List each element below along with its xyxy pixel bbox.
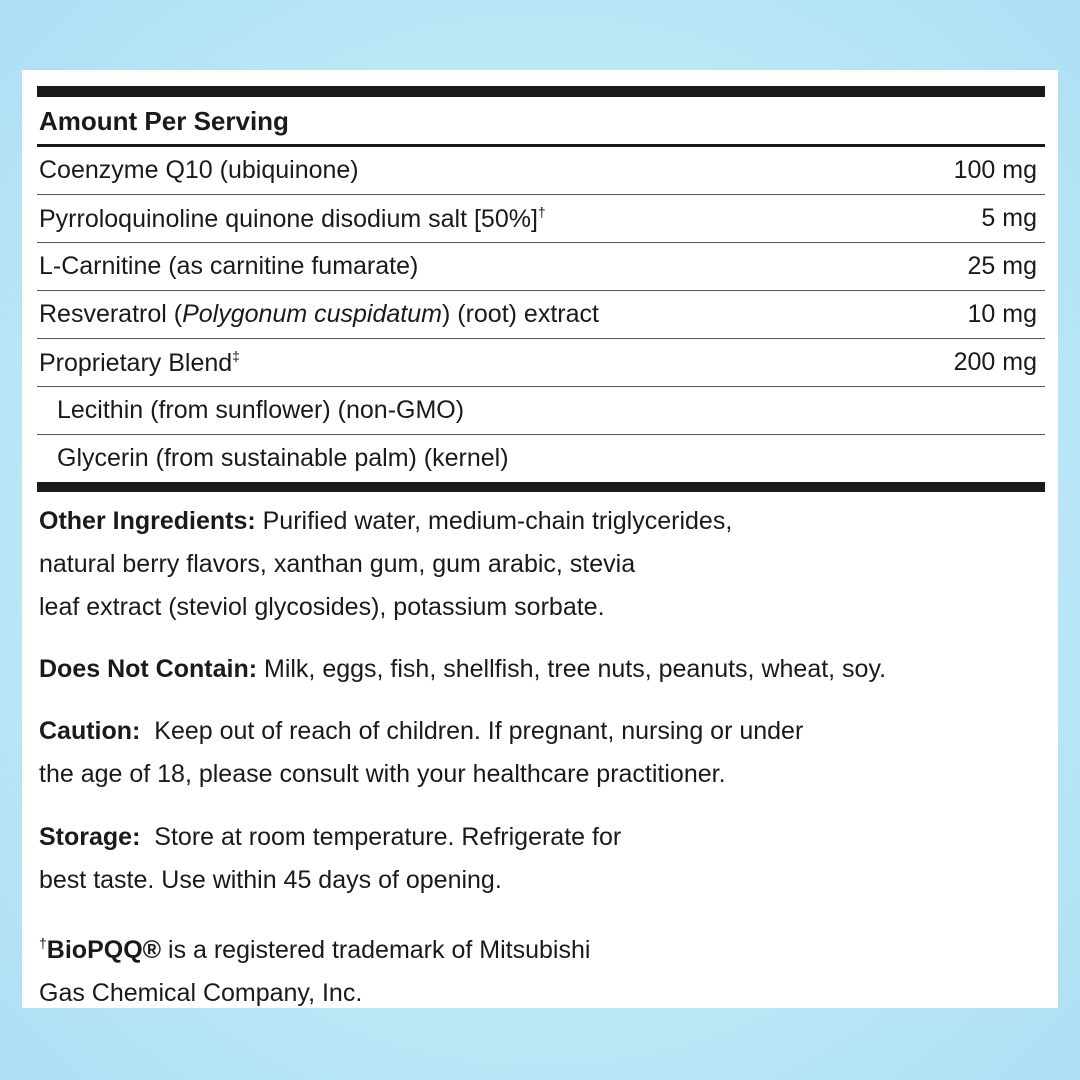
ingredient-name: Glycerin (from sustainable palm) (kernel…	[57, 444, 509, 472]
ingredient-name: Coenzyme Q10 (ubiquinone)	[39, 156, 359, 184]
supplement-table: Amount Per Serving Coenzyme Q10 (ubiquin…	[37, 98, 1045, 482]
ingredient-amount: 100 mg	[953, 156, 1037, 184]
does-not-contain: Does Not Contain: Milk, eggs, fish, shel…	[39, 655, 887, 683]
ingredient-amount: 200 mg	[953, 348, 1037, 376]
ingredient-amount: 25 mg	[967, 252, 1037, 280]
table-row: L-Carnitine (as carnitine fumarate) 25 mg	[37, 243, 1045, 291]
table-row: Resveratrol (Polygonum cuspidatum) (root…	[37, 291, 1045, 339]
supplement-facts-panel: Amount Per Serving Coenzyme Q10 (ubiquin…	[22, 70, 1058, 1008]
ingredient-name: Lecithin (from sunflower) (non-GMO)	[57, 396, 465, 424]
table-row: Coenzyme Q10 (ubiquinone) 100 mg	[37, 147, 1045, 195]
table-header: Amount Per Serving	[37, 98, 1045, 147]
ingredient-name: Pyrroloquinoline quinone disodium salt […	[39, 203, 546, 233]
table-row: Glycerin (from sustainable palm) (kernel…	[37, 435, 1045, 482]
table-row: Proprietary Blend‡ 200 mg	[37, 339, 1045, 387]
other-ingredients: Other Ingredients: Purified water, mediu…	[39, 507, 733, 621]
caution: Caution: Keep out of reach of children. …	[39, 717, 804, 788]
ingredient-amount: 5 mg	[981, 204, 1037, 232]
top-rule	[37, 86, 1045, 97]
table-row: Pyrroloquinoline quinone disodium salt […	[37, 195, 1045, 243]
bottom-rule	[37, 482, 1045, 492]
trademark-footnote: †BioPQQ® is a registered trademark of Mi…	[39, 935, 591, 1007]
ingredient-name: L-Carnitine (as carnitine fumarate)	[39, 252, 419, 280]
table-row: Lecithin (from sunflower) (non-GMO)	[37, 387, 1045, 435]
ingredient-amount: 10 mg	[967, 300, 1037, 328]
ingredient-name: Proprietary Blend‡	[39, 347, 240, 377]
ingredient-name: Resveratrol (Polygonum cuspidatum) (root…	[39, 300, 599, 328]
storage: Storage: Store at room temperature. Refr…	[39, 823, 622, 894]
